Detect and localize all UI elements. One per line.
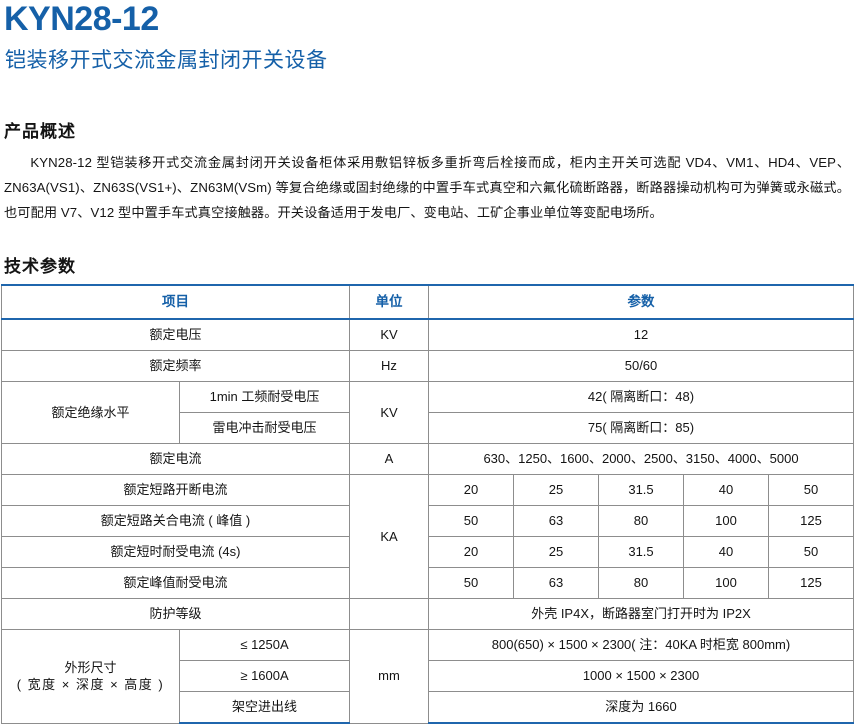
row-value-power-frequency-withstand: 42( 隔离断口：48): [427, 381, 854, 413]
column-header-unit: 单位: [349, 284, 429, 320]
table-row-rated-current: 额定电流 A 630、1250、1600、2000、2500、3150、4000…: [1, 443, 854, 475]
table-row-peak-withstand-current: 额定峰值耐受电流 50 63 80 100 125: [1, 567, 854, 599]
cell-shorttime-2: 25: [513, 536, 599, 568]
cell-shorttime-5: 50: [767, 536, 854, 568]
row-sublabel-dim-ge1600a: ≥ 1600A: [179, 660, 350, 692]
table-row-short-time-withstand-current: 额定短时耐受电流 (4s) 20 25 31.5 40 50: [1, 536, 854, 568]
row-value-lightning-impulse-withstand: 75( 隔离断口：85): [427, 412, 854, 444]
row-value-dim-overhead: 深度为 1660: [427, 691, 854, 724]
cell-breaking-2: 25: [513, 474, 599, 506]
row-value-dim-ge1600a: 1000 × 1500 × 2300: [427, 660, 854, 692]
cell-peak-1: 50: [428, 567, 514, 599]
product-subtitle: 铠装移开式交流金属封闭开关设备: [5, 49, 328, 72]
cell-making-1: 50: [428, 505, 514, 537]
row-unit-protection-degree: [349, 598, 429, 630]
dimensions-label-line1: 外形尺寸: [64, 659, 117, 675]
row-label-insulation-level: 额定绝缘水平: [1, 381, 180, 444]
column-header-item: 项目: [1, 284, 350, 320]
row-unit-rated-current: A: [349, 443, 429, 475]
row-label-short-circuit-making: 额定短路关合电流 ( 峰值 ): [1, 505, 350, 537]
table-row-short-circuit-breaking-current: 额定短路开断电流 KA 20 25 31.5 40 50: [1, 474, 854, 599]
cell-shorttime-3: 31.5: [598, 536, 684, 568]
cell-breaking-1: 20: [428, 474, 514, 506]
row-label-rated-voltage: 额定电压: [1, 318, 350, 351]
row-unit-rated-voltage: KV: [349, 318, 429, 351]
cell-peak-4: 100: [683, 567, 769, 599]
table-row-dimensions-le1250a: 外形尺寸 ( 宽度 × 深度 × 高度 ) ≤ 1250A mm 800(650…: [1, 629, 854, 724]
dimensions-label-line2: ( 宽度 × 深度 × 高度 ): [16, 677, 165, 693]
row-label-short-circuit-breaking: 额定短路开断电流: [1, 474, 350, 506]
row-label-short-time-withstand: 额定短时耐受电流 (4s): [1, 536, 350, 568]
row-sublabel-power-frequency-withstand: 1min 工频耐受电压: [179, 381, 350, 413]
cell-making-3: 80: [598, 505, 684, 537]
table-row-short-circuit-making-current: 额定短路关合电流 ( 峰值 ) 50 63 80 100 125: [1, 505, 854, 537]
row-unit-insulation-level: KV: [349, 381, 429, 444]
technical-parameters-table: 项目 单位 参数 额定电压 KV 12 额定频率 Hz 50/60 额定绝缘水平…: [1, 284, 854, 724]
row-sublabel-lightning-impulse-withstand: 雷电冲击耐受电压: [179, 412, 350, 444]
cell-peak-5: 125: [767, 567, 854, 599]
row-value-rated-current: 630、1250、1600、2000、2500、3150、4000、5000: [427, 443, 854, 475]
row-value-rated-voltage: 12: [427, 318, 854, 351]
column-header-parameter: 参数: [427, 284, 854, 320]
row-value-protection-degree: 外壳 IP4X，断路器室门打开时为 IP2X: [427, 598, 854, 630]
row-unit-ka: KA: [349, 474, 429, 599]
row-label-peak-withstand: 额定峰值耐受电流: [1, 567, 350, 599]
row-value-rated-frequency: 50/60: [427, 350, 854, 382]
row-label-dimensions: 外形尺寸 ( 宽度 × 深度 × 高度 ): [1, 629, 180, 724]
overview-section-heading: 产品概述: [4, 122, 76, 141]
table-header-row: 项目 单位 参数: [1, 284, 854, 320]
specs-section-heading: 技术参数: [4, 257, 76, 276]
cell-making-2: 63: [513, 505, 599, 537]
table-row-protection-degree: 防护等级 外壳 IP4X，断路器室门打开时为 IP2X: [1, 598, 854, 630]
row-unit-dimensions: mm: [349, 629, 429, 724]
table-row-rated-voltage: 额定电压 KV 12: [1, 318, 854, 351]
row-sublabel-dim-overhead: 架空进出线: [179, 691, 350, 724]
row-unit-rated-frequency: Hz: [349, 350, 429, 382]
overview-text-block: KYN28-12 型铠装移开式交流金属封闭开关设备柜体采用敷铝锌板多重折弯后栓接…: [4, 150, 850, 225]
row-label-rated-current: 额定电流: [1, 443, 350, 475]
row-label-rated-frequency: 额定频率: [1, 350, 350, 382]
cell-breaking-5: 50: [767, 474, 854, 506]
row-sublabel-dim-le1250a: ≤ 1250A: [179, 629, 350, 661]
cell-shorttime-1: 20: [428, 536, 514, 568]
row-label-protection-degree: 防护等级: [1, 598, 350, 630]
product-model-title: KYN28-12: [4, 0, 159, 38]
table-row-insulation-power-frequency: 额定绝缘水平 1min 工频耐受电压 KV 42( 隔离断口：48): [1, 381, 854, 444]
cell-breaking-4: 40: [683, 474, 769, 506]
cell-making-5: 125: [767, 505, 854, 537]
cell-peak-3: 80: [598, 567, 684, 599]
cell-peak-2: 63: [513, 567, 599, 599]
overview-paragraph: KYN28-12 型铠装移开式交流金属封闭开关设备柜体采用敷铝锌板多重折弯后栓接…: [4, 155, 850, 220]
table-row-insulation-lightning-impulse: 雷电冲击耐受电压 75( 隔离断口：85): [2, 412, 854, 444]
cell-making-4: 100: [683, 505, 769, 537]
table-row-rated-frequency: 额定频率 Hz 50/60: [1, 350, 854, 382]
cell-shorttime-4: 40: [683, 536, 769, 568]
row-value-dim-le1250a: 800(650) × 1500 × 2300( 注：40KA 时柜宽 800mm…: [427, 629, 854, 661]
cell-breaking-3: 31.5: [598, 474, 684, 506]
